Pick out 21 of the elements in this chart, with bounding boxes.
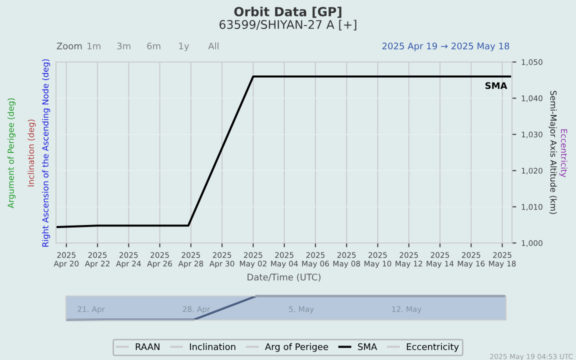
- text: Argument of Perigee (deg): [7, 98, 16, 208]
- text: Right Ascension of the Ascending Node (deg): [42, 59, 50, 247]
- text: 3m: [117, 42, 130, 50]
- x-axis-title: Date/Time (UTC): [248, 274, 320, 282]
- chart-subtitle: 63599/SHIYAN-27 A [+]: [220, 20, 356, 30]
- text: SMA: [485, 82, 508, 90]
- text: 6m: [147, 42, 160, 50]
- legend-label: Inclination: [190, 343, 236, 350]
- text: Inclination (deg): [28, 120, 36, 186]
- y-axis-title: Semi-Major Axis Altitude (km): [548, 90, 557, 214]
- text: Eccentricity: [559, 129, 568, 178]
- text: All: [208, 42, 218, 50]
- legend-label: SMA: [358, 343, 378, 350]
- text: 1y: [179, 42, 190, 52]
- legend-label: RAAN: [136, 343, 160, 350]
- text: Zoom: [56, 42, 82, 50]
- text: 1m: [88, 42, 100, 50]
- text: 2025 Apr 19 → 2025 May 18: [382, 42, 510, 52]
- legend-label: Eccentricity: [406, 343, 459, 352]
- legend-label: Arg of Perigee: [265, 343, 328, 352]
- chart-title: Orbit Data [GP]: [234, 6, 342, 18]
